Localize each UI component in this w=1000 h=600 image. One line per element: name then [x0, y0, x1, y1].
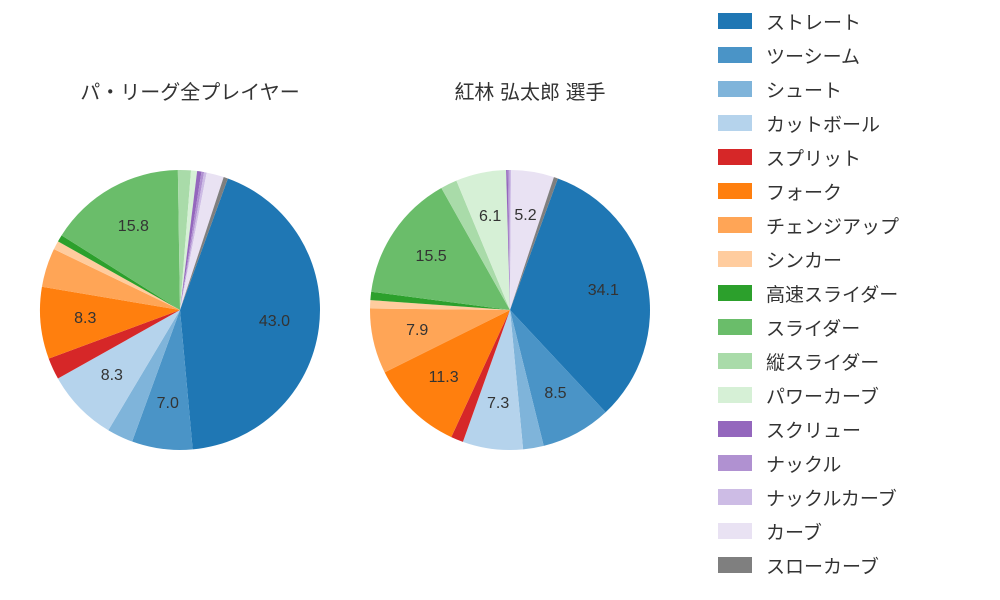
- pie-slice: [180, 177, 228, 310]
- pie-slice: [180, 170, 197, 310]
- pie-slice: [441, 181, 510, 310]
- legend-swatch: [718, 47, 752, 63]
- slice-value-label: 7.3: [487, 395, 509, 413]
- legend-item: シュート: [718, 72, 988, 106]
- slice-value-label: 15.5: [416, 248, 447, 266]
- legend: ストレートツーシームシュートカットボールスプリットフォークチェンジアップシンカー…: [718, 4, 988, 582]
- legend-item: スローカーブ: [718, 548, 988, 582]
- legend-label: シンカー: [766, 246, 842, 273]
- legend-swatch: [718, 285, 752, 301]
- legend-item: ストレート: [718, 4, 988, 38]
- legend-item: カットボール: [718, 106, 988, 140]
- pie-slice: [180, 173, 224, 310]
- pie-slice: [510, 310, 606, 446]
- pie-slice: [506, 170, 510, 310]
- legend-label: カーブ: [766, 518, 822, 545]
- pie-slice: [180, 171, 202, 310]
- legend-label: フォーク: [766, 178, 842, 205]
- pie-slice: [370, 292, 510, 310]
- legend-swatch: [718, 557, 752, 573]
- pie-slice: [510, 170, 554, 310]
- pie-slice: [132, 310, 193, 450]
- legend-swatch: [718, 319, 752, 335]
- slice-value-label: 6.1: [479, 208, 501, 226]
- legend-label: ストレート: [766, 8, 861, 35]
- legend-swatch: [718, 489, 752, 505]
- legend-label: スライダー: [766, 314, 860, 341]
- legend-label: パワーカーブ: [766, 382, 879, 409]
- slice-value-label: 8.5: [544, 385, 566, 403]
- legend-label: ナックルカーブ: [766, 484, 897, 511]
- slice-value-label: 7.9: [406, 322, 428, 340]
- legend-label: スクリュー: [766, 416, 861, 443]
- legend-item: シンカー: [718, 242, 988, 276]
- legend-swatch: [718, 353, 752, 369]
- slice-value-label: 8.3: [74, 310, 96, 328]
- legend-label: チェンジアップ: [766, 212, 899, 239]
- pie-slice: [178, 170, 191, 310]
- legend-item: チェンジアップ: [718, 208, 988, 242]
- legend-swatch: [718, 183, 752, 199]
- slice-value-label: 7.0: [157, 395, 179, 413]
- legend-item: ナックルカーブ: [718, 480, 988, 514]
- legend-swatch: [718, 115, 752, 131]
- legend-label: 高速スライダー: [766, 280, 898, 307]
- pie-slice: [456, 170, 510, 310]
- pie-slice: [54, 241, 180, 310]
- pie-slice: [451, 310, 510, 442]
- legend-swatch: [718, 251, 752, 267]
- legend-label: シュート: [766, 76, 842, 103]
- legend-swatch: [718, 13, 752, 29]
- pie-slice: [58, 235, 180, 310]
- legend-item: ツーシーム: [718, 38, 988, 72]
- chart-title-league: パ・リーグ全プレイヤー: [40, 76, 340, 105]
- slice-value-label: 43.0: [259, 313, 290, 331]
- legend-item: スプリット: [718, 140, 988, 174]
- legend-item: 高速スライダー: [718, 276, 988, 310]
- legend-item: カーブ: [718, 514, 988, 548]
- pie-slice: [62, 170, 180, 310]
- pie-slice: [42, 249, 180, 310]
- legend-item: 縦スライダー: [718, 344, 988, 378]
- slice-value-label: 15.8: [118, 218, 149, 236]
- legend-item: ナックル: [718, 446, 988, 480]
- slice-value-label: 11.3: [429, 369, 459, 387]
- pie-slice: [509, 170, 511, 310]
- chart-container: { "title_fontsize": 20, "label_fontsize"…: [0, 0, 1000, 600]
- legend-swatch: [718, 523, 752, 539]
- legend-swatch: [718, 421, 752, 437]
- pie-slice: [370, 300, 510, 310]
- legend-swatch: [718, 455, 752, 471]
- pie-slice: [370, 308, 510, 372]
- pie-slice: [463, 310, 523, 450]
- pie-slice: [180, 172, 204, 310]
- legend-item: スライダー: [718, 310, 988, 344]
- pie-slice: [180, 178, 320, 449]
- chart-title-player: 紅林 弘太郎 選手: [380, 76, 680, 105]
- legend-swatch: [718, 217, 752, 233]
- legend-item: スクリュー: [718, 412, 988, 446]
- pie-slice: [510, 177, 558, 310]
- legend-swatch: [718, 387, 752, 403]
- pie-slice: [180, 172, 207, 310]
- legend-label: 縦スライダー: [766, 348, 879, 375]
- legend-label: スプリット: [766, 144, 861, 171]
- slice-value-label: 8.3: [101, 367, 123, 385]
- legend-item: パワーカーブ: [718, 378, 988, 412]
- legend-label: カットボール: [766, 110, 880, 137]
- legend-label: スローカーブ: [766, 552, 879, 579]
- pie-slice: [40, 287, 180, 359]
- slice-value-label: 34.1: [588, 282, 619, 300]
- legend-label: ツーシーム: [766, 42, 860, 69]
- legend-swatch: [718, 81, 752, 97]
- legend-swatch: [718, 149, 752, 165]
- legend-item: フォーク: [718, 174, 988, 208]
- pie-slice: [510, 310, 544, 449]
- legend-label: ナックル: [766, 450, 841, 477]
- pie-slice: [508, 170, 510, 310]
- slice-value-label: 5.2: [514, 207, 536, 225]
